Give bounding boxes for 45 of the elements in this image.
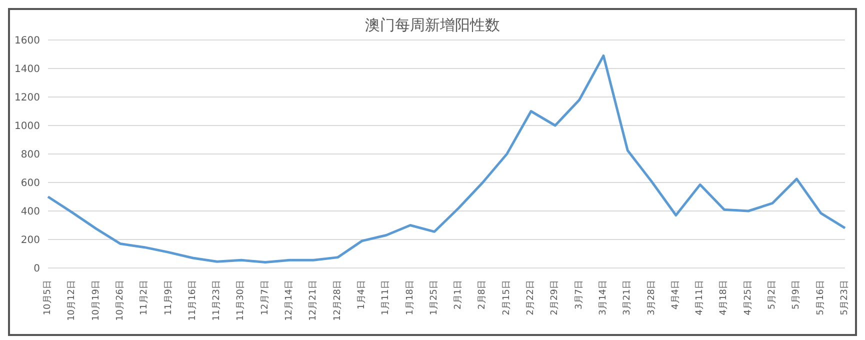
x-tick-label: 11月30日 (236, 280, 246, 321)
x-tick-label: 1月11日 (381, 280, 392, 316)
y-tick-label: 1400 (14, 64, 40, 76)
y-tick-label: 0 (34, 264, 40, 275)
x-tick-label: 11月16日 (188, 280, 198, 321)
x-tick-label: 12月28日 (332, 280, 343, 321)
x-tick-label: 5月16日 (816, 280, 826, 316)
x-tick-label: 1月25日 (429, 280, 440, 316)
x-tick-label: 11月9日 (164, 280, 174, 316)
x-tick-label: 2月1日 (454, 280, 464, 310)
x-tick-label: 12月7日 (260, 280, 270, 316)
x-tick-label: 12月14日 (284, 280, 295, 321)
x-tick-label: 3月14日 (598, 280, 608, 316)
x-tick-label: 4月25日 (743, 280, 754, 316)
x-tick-label: 10月19日 (91, 280, 102, 321)
x-tick-label: 4月4日 (670, 280, 681, 310)
x-tick-label: 11月23日 (212, 280, 222, 321)
x-tick-label: 3月7日 (574, 280, 584, 310)
x-tick-label: 1月4日 (356, 280, 367, 310)
x-tick-label: 4月11日 (695, 280, 706, 316)
y-tick-label: 1200 (14, 92, 40, 104)
x-tick-label: 1月18日 (405, 280, 416, 316)
x-tick-label: 5月2日 (768, 280, 778, 310)
x-tick-label: 2月29日 (550, 280, 560, 316)
x-tick-label: 11月2日 (140, 280, 150, 316)
y-tick-label: 1000 (14, 121, 40, 132)
x-tick-label: 12月21日 (308, 280, 319, 321)
x-tick-label: 2月15日 (502, 280, 512, 316)
x-tick-label: 10月12日 (67, 280, 78, 321)
line-series (46, 54, 846, 264)
x-tick-label: 3月21日 (622, 280, 633, 316)
y-tick-label: 800 (20, 150, 40, 161)
x-tick-label: 4月18日 (719, 280, 730, 316)
x-tick-label: 10月26日 (115, 280, 126, 321)
x-tick-label: 5月9日 (792, 280, 802, 310)
y-tick-label: 600 (20, 178, 40, 190)
y-tick-label: 400 (20, 206, 40, 218)
y-tick-label: 1600 (14, 36, 40, 47)
x-tick-label: 3月28日 (646, 280, 657, 316)
x-tick-label: 10月5日 (43, 280, 53, 316)
x-tick-label: 2月8日 (478, 280, 488, 310)
x-tick-label: 5月23日 (840, 280, 850, 316)
y-tick-label: 200 (20, 235, 40, 246)
x-tick-label: 2月22日 (526, 280, 536, 316)
chart-title: 澳门每周新增阳性数 (364, 16, 501, 36)
